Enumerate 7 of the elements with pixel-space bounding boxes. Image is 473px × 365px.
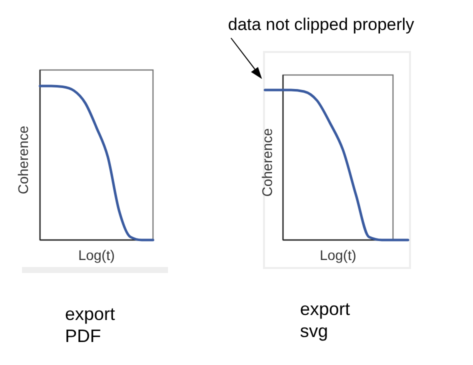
text: data not clipped properly (228, 15, 415, 34)
x-axis-title: Log(t) (320, 247, 356, 263)
text: export svg (300, 299, 350, 341)
y-axis-title: Coherence (15, 126, 31, 194)
x-axis-title: Log(t) (78, 247, 115, 263)
y-axis-title: Coherence (259, 128, 275, 197)
text: export PDF (65, 304, 116, 346)
